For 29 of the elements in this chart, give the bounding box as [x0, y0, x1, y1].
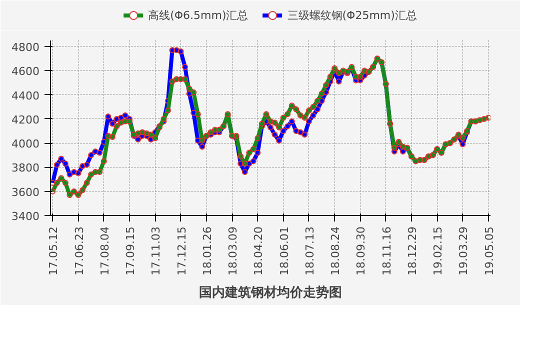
x-tick-label: 17.05.12 — [47, 226, 60, 276]
y-tick-label: 4400 — [12, 89, 40, 102]
legend-label: 高线(Φ6.5mm)汇总 — [148, 8, 248, 22]
y-tick-label: 4200 — [12, 113, 40, 126]
x-tick-label: 18.04.20 — [252, 226, 266, 276]
y-tick-label: 4000 — [12, 138, 40, 151]
x-tick-label: 18.03.09 — [226, 226, 240, 276]
x-tick-label: 18.08.24 — [329, 226, 342, 276]
x-tick-label: 18.11.16 — [380, 226, 394, 276]
y-tick-label: 3400 — [12, 210, 40, 223]
x-tick-label: 18.01.26 — [200, 226, 214, 276]
x-tick-label: 18.07.13 — [303, 226, 316, 276]
y-tick-label: 3600 — [12, 186, 40, 199]
x-tick-label: 17.06.23 — [72, 226, 86, 276]
y-tick-label: 4800 — [12, 41, 40, 54]
text: 国内建筑钢材均价走势图 — [199, 284, 342, 300]
x-tick-label: 18.12.29 — [406, 226, 419, 276]
x-tick-label: 17.08.04 — [98, 226, 112, 276]
x-tick-label: 19.03.29 — [457, 226, 470, 276]
x-tick-label: 17.12.15 — [175, 226, 188, 276]
x-tick-label: 18.09.30 — [354, 226, 368, 276]
x-tick-label: 17.09.15 — [124, 226, 138, 276]
legend-label: 三级螺纹钢(Φ25mm)汇总 — [287, 8, 417, 22]
y-tick-label: 4600 — [12, 65, 40, 78]
x-tick-label: 19.02.15 — [432, 226, 445, 276]
x-tick-label: 17.11.03 — [150, 226, 163, 276]
x-tick-label: 19.05.05 — [482, 226, 496, 276]
x-tick-label: 18.06.01 — [278, 226, 291, 276]
y-tick-label: 3800 — [12, 162, 40, 175]
